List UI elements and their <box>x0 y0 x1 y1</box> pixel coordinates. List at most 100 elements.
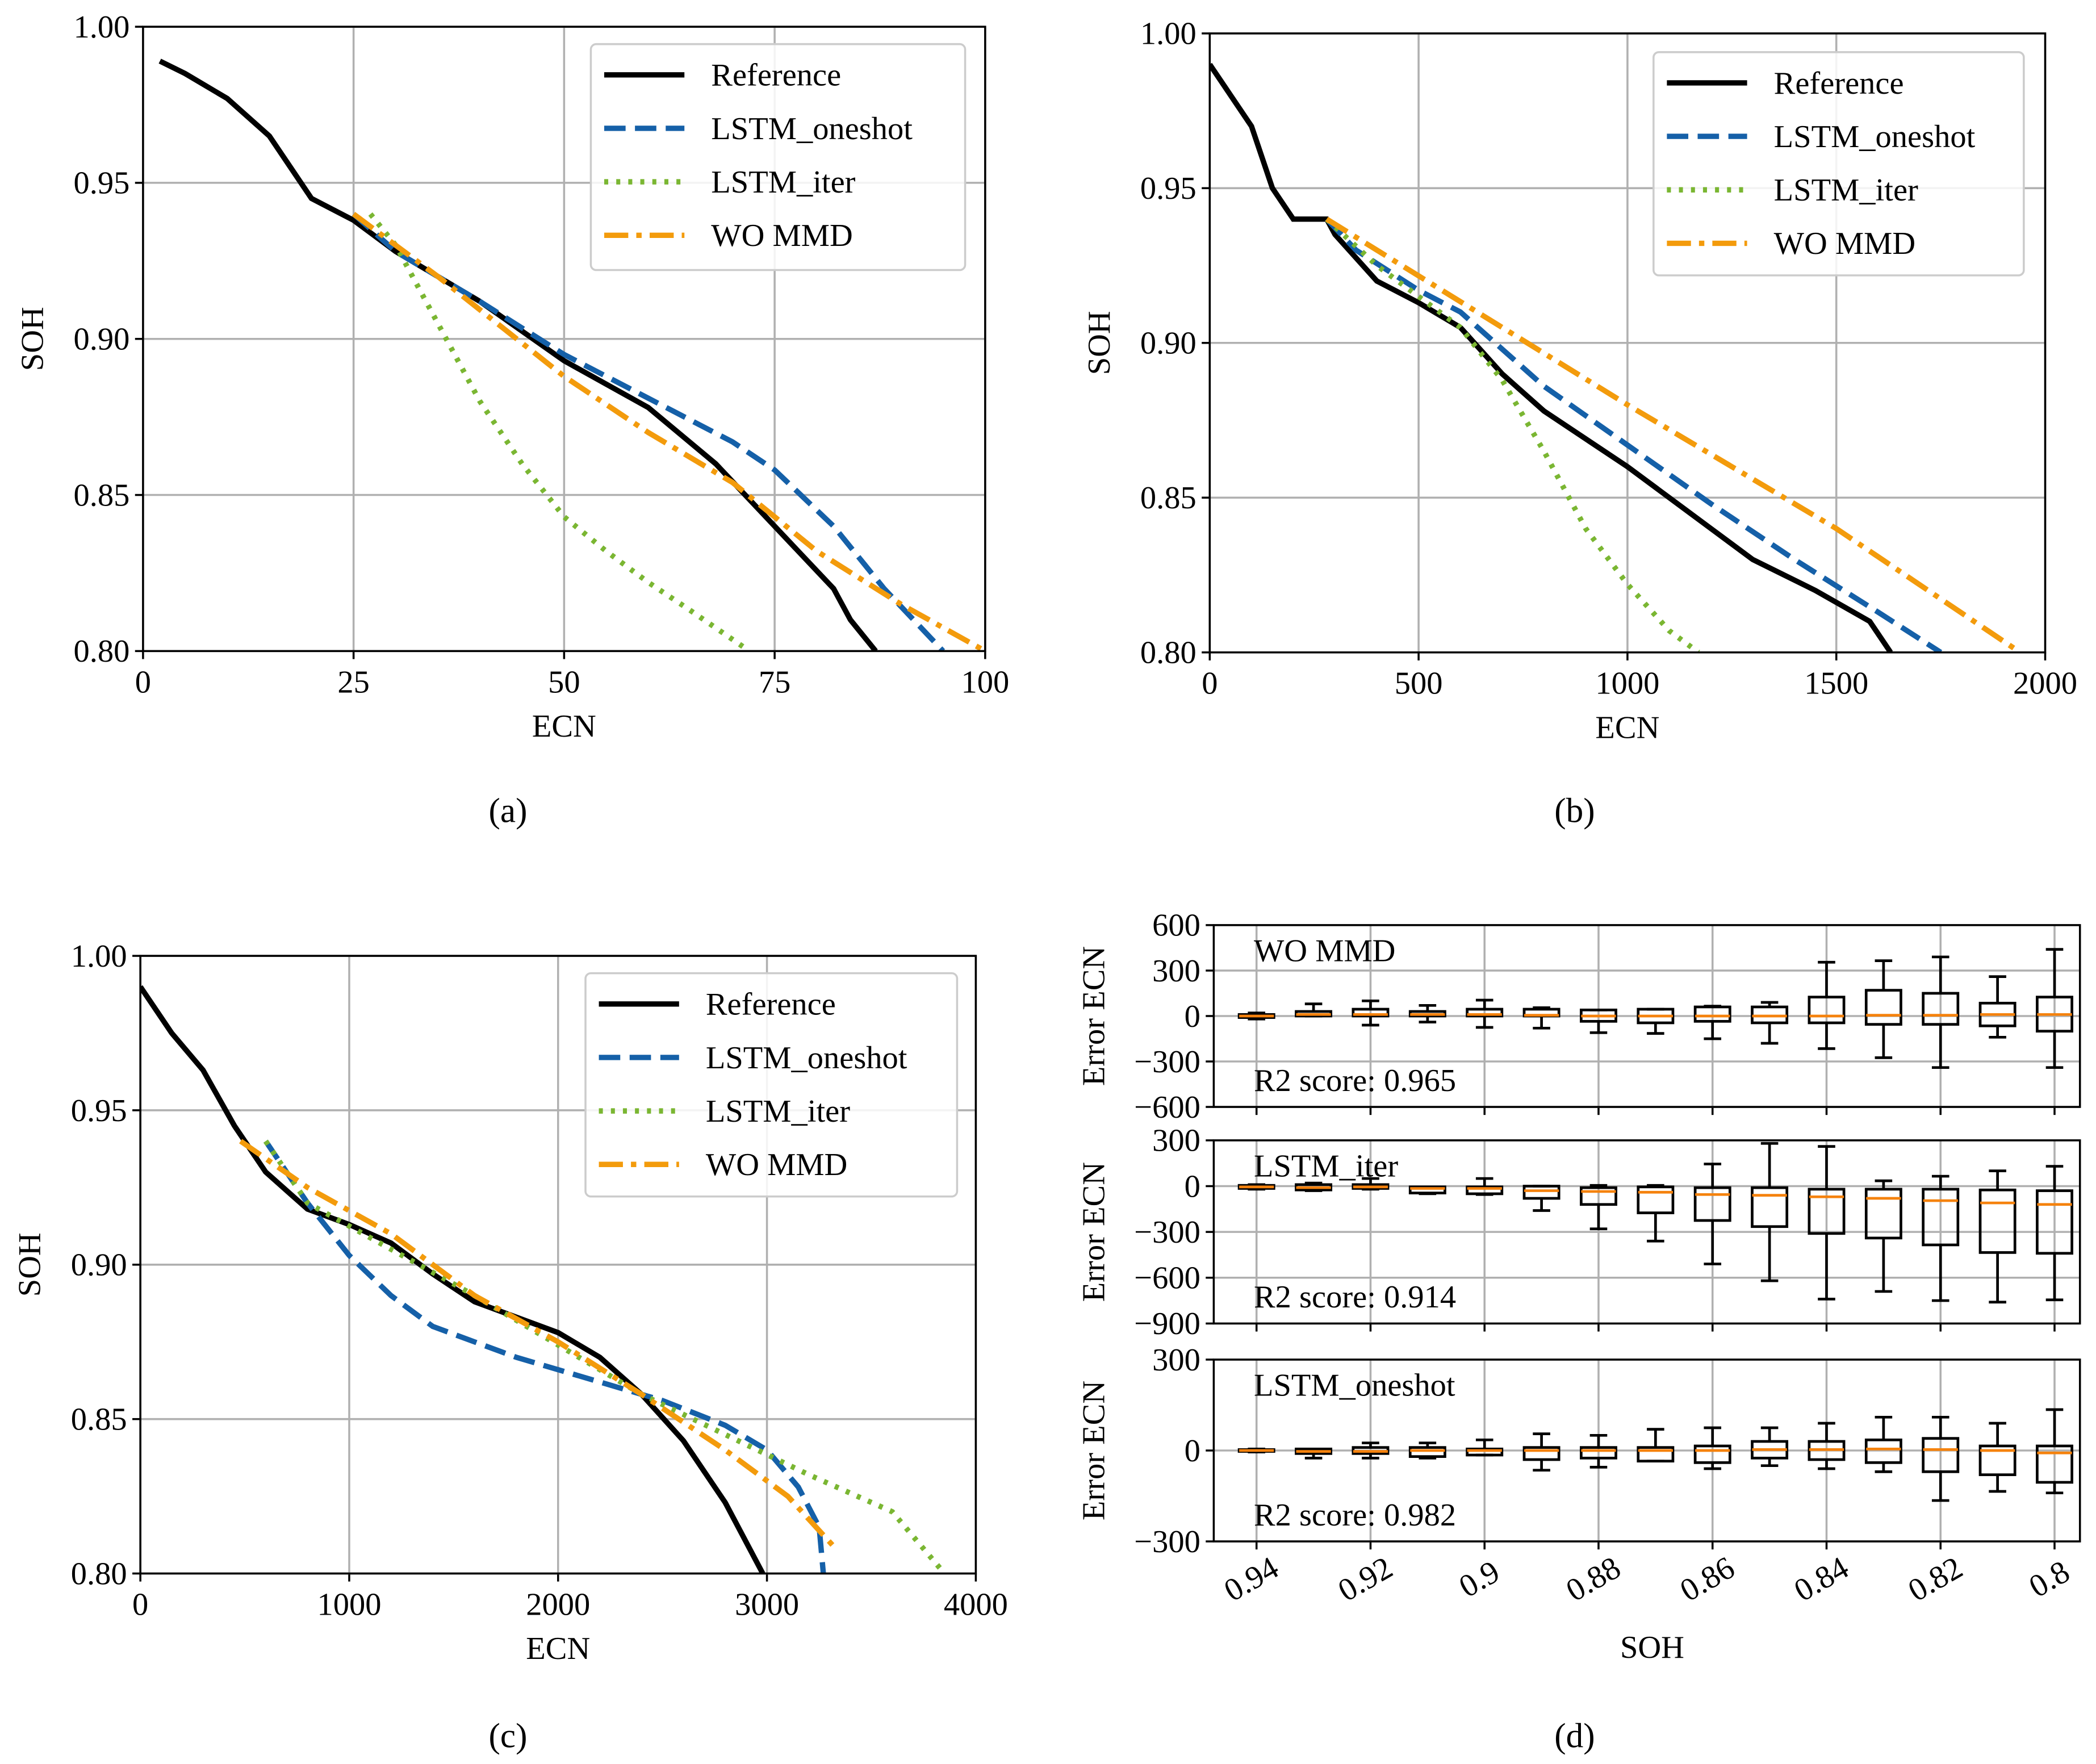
legend-label: LSTM_oneshot <box>706 1040 907 1076</box>
x-tick-label: 0 <box>132 1587 148 1623</box>
box-iqr <box>1466 1008 1504 1018</box>
box-0.87 <box>1637 1008 1675 1035</box>
box-0.81 <box>1978 1422 2016 1493</box>
y-axis-label: SOH <box>1082 311 1117 375</box>
box-iqr <box>1922 992 1960 1026</box>
panel-caption: (a) <box>489 792 528 830</box>
x-tick-label: 0.84 <box>1788 1550 1855 1608</box>
box-iqr <box>1295 1183 1333 1192</box>
box-iqr <box>1352 1008 1390 1018</box>
series-line-lstm-oneshot <box>1324 217 1943 653</box>
box-0.91 <box>1408 1185 1446 1195</box>
series-line-lstm-iter <box>1325 217 1700 653</box>
box-0.89 <box>1522 1006 1561 1030</box>
legend-label: Reference <box>1774 66 1904 101</box>
legend: Reference LSTM_oneshot LSTM_iter WO MMD <box>1652 51 2025 277</box>
panel-caption: (b) <box>1554 792 1595 830</box>
box-0.84 <box>1808 960 1846 1050</box>
subplot-lstm-iter: −900 −600 −300 0 300 LSTM_iter R2 score: 0.914… <box>1076 1123 2081 1341</box>
y-tick-label: 0.80 <box>71 1556 127 1591</box>
x-tick-label: 0.82 <box>1902 1550 1969 1608</box>
box-0.94 <box>1237 1183 1275 1191</box>
panel-a: 0 25 50 75 100 0.80 0.85 0.90 0.95 1.00 ECN SOH Refe… <box>15 10 1009 830</box>
subplot-lstm-oneshot: −300 0 300 LSTM_oneshot R2 score: 0.982 Error… <box>1076 1343 2081 1560</box>
legend-label: WO MMD <box>1774 226 1915 261</box>
x-tick-label: 50 <box>548 664 580 700</box>
box-iqr <box>1408 1446 1446 1458</box>
box-0.92 <box>1352 999 1390 1027</box>
y-tick-label: 0.90 <box>73 322 129 357</box>
box-0.94 <box>1237 1447 1275 1454</box>
box-iqr <box>1922 1188 1960 1247</box>
box-0.9 <box>1466 1438 1504 1457</box>
y-tick-label: 0.95 <box>73 166 129 201</box>
box-0.92 <box>1352 1177 1390 1191</box>
y-axis-label: SOH <box>15 307 50 371</box>
y-tick-label: 300 <box>1152 954 1200 989</box>
box-0.8 <box>2036 948 2073 1069</box>
box-iqr <box>1637 1185 1675 1214</box>
y-tick-label: −900 <box>1134 1306 1200 1341</box>
subplot-label: LSTM_iter <box>1254 1148 1398 1184</box>
y-tick-label: 0.85 <box>1140 480 1196 516</box>
box-iqr <box>1693 1005 1731 1023</box>
x-tick-label: 0.92 <box>1332 1550 1399 1608</box>
y-tick-label: 0.95 <box>1140 171 1196 206</box>
box-iqr <box>1522 1185 1561 1200</box>
y-tick-label: 0 <box>1185 999 1200 1034</box>
y-axis-label: SOH <box>12 1232 48 1297</box>
x-axis-label: ECN <box>532 709 596 744</box>
y-tick-label: 1.00 <box>73 10 129 45</box>
box-0.9 <box>1466 1177 1504 1196</box>
box-0.88 <box>1580 1184 1617 1231</box>
box-iqr <box>1978 1188 2016 1254</box>
box-0.91 <box>1408 1441 1446 1460</box>
box-0.93 <box>1295 1181 1333 1192</box>
box-0.81 <box>1978 1169 2016 1304</box>
box-iqr <box>1808 1188 1846 1235</box>
box-iqr <box>1693 1444 1731 1464</box>
y-tick-label: 1.00 <box>1140 16 1196 52</box>
box-0.84 <box>1808 1145 1846 1301</box>
x-tick-label: 0.88 <box>1561 1550 1627 1608</box>
legend-label: LSTM_iter <box>706 1094 850 1129</box>
box-iqr <box>1864 989 1902 1026</box>
r2-score: R2 score: 0.965 <box>1254 1063 1456 1098</box>
box-iqr <box>2036 1189 2073 1255</box>
box-0.86 <box>1693 1163 1731 1265</box>
x-tick-label: 0.9 <box>1453 1554 1505 1604</box>
y-tick-label: −300 <box>1134 1044 1200 1080</box>
box-0.86 <box>1693 1005 1731 1040</box>
y-tick-label: 0.90 <box>1140 326 1196 361</box>
legend-label: WO MMD <box>711 218 852 253</box>
x-tick-label: 2000 <box>2013 666 2077 701</box>
box-iqr <box>1978 1444 2016 1477</box>
box-iqr <box>1808 996 1846 1025</box>
box-0.85 <box>1751 1001 1789 1045</box>
box-0.89 <box>1522 1185 1561 1212</box>
legend-box <box>584 972 959 1198</box>
box-iqr <box>1922 1437 1960 1473</box>
legend-label: LSTM_iter <box>711 165 855 200</box>
box-0.8 <box>2036 1165 2073 1302</box>
x-tick-label: 75 <box>759 664 790 700</box>
y-tick-label: 300 <box>1152 1343 1200 1378</box>
axes-frame <box>1212 1358 2081 1543</box>
box-iqr <box>1295 1010 1333 1018</box>
legend-box <box>589 43 967 271</box>
x-tick-label: 4000 <box>944 1587 1008 1623</box>
x-tick-label: 3000 <box>735 1587 799 1623</box>
box-0.8 <box>2036 1408 2073 1495</box>
legend: Reference LSTM_oneshot LSTM_iter WO MMD <box>584 972 959 1198</box>
axes-frame <box>1208 32 2047 654</box>
x-tick-label: 1500 <box>1804 666 1868 701</box>
subplot-label: WO MMD <box>1254 933 1395 968</box>
y-tick-label: −600 <box>1134 1090 1200 1125</box>
box-iqr <box>1693 1186 1731 1222</box>
y-axis-label: Error ECN <box>1076 1162 1111 1302</box>
box-0.9 <box>1466 998 1504 1029</box>
legend-label: LSTM_oneshot <box>711 111 913 147</box>
box-0.84 <box>1808 1422 1846 1470</box>
series-line-lstm-iter <box>368 212 751 651</box>
